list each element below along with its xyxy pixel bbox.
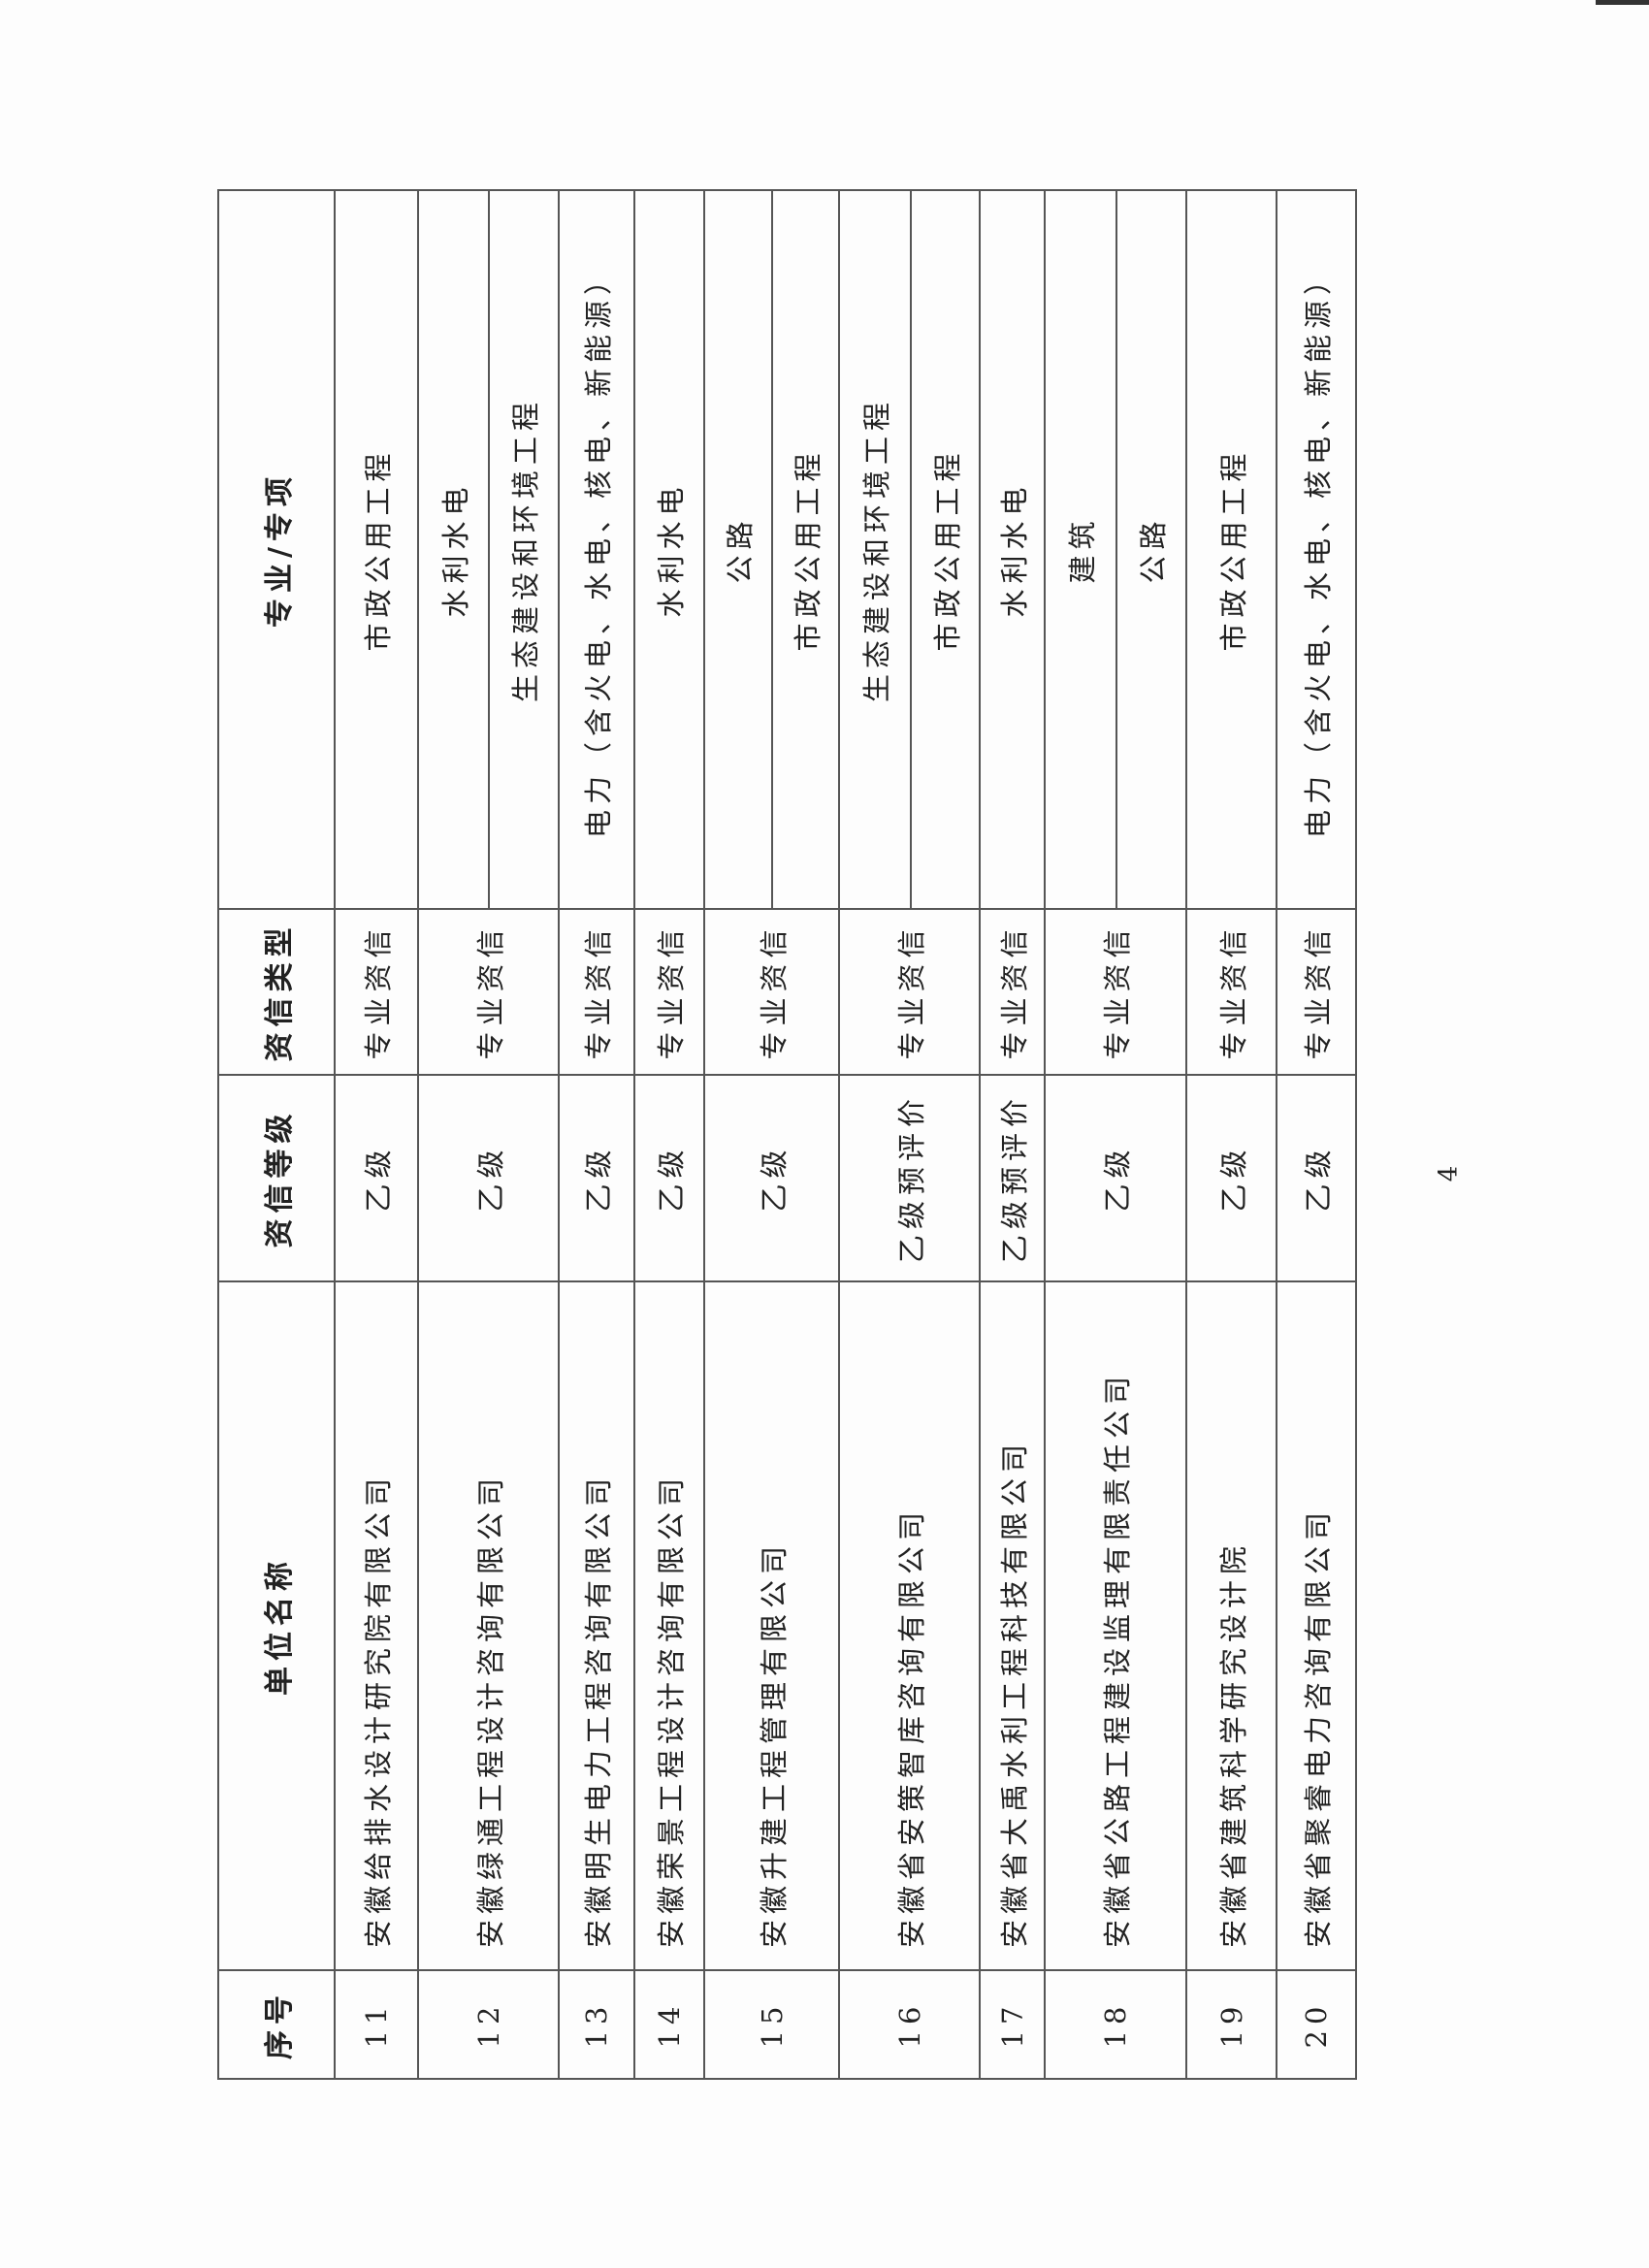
- table-row: 11 安徽给排水设计研究院有限公司 乙级 专业资信 市政公用工程: [335, 190, 418, 2079]
- qualification-table-container: 序号 单位名称 资信等级 资信类型 专业/专项 11 安徽给排水设计研究院有限公司…: [217, 189, 1357, 2080]
- header-specialty: 专业/专项: [218, 190, 335, 909]
- cell-name: 安徽省聚睿电力咨询有限公司: [1277, 1281, 1356, 1970]
- table-row: 13 安徽明生电力工程咨询有限公司 乙级 专业资信 电力（含火电、水电、核电、新能源）: [559, 190, 634, 2079]
- cell-no: 15: [704, 1970, 839, 2079]
- header-name: 单位名称: [218, 1281, 335, 1970]
- cell-specialty: 电力（含火电、水电、核电、新能源）: [1277, 190, 1356, 909]
- cell-type: 专业资信: [418, 909, 559, 1075]
- cell-specialty: 水利水电: [980, 190, 1045, 909]
- cell-type: 专业资信: [1277, 909, 1356, 1075]
- cell-grade: 乙级: [559, 1075, 634, 1281]
- cell-type: 专业资信: [704, 909, 839, 1075]
- cell-name: 安徽省大禹水利工程科技有限公司: [980, 1281, 1045, 1970]
- cell-name: 安徽升建工程管理有限公司: [704, 1281, 839, 1970]
- table-row: 15 安徽升建工程管理有限公司 乙级 专业资信 公路: [704, 190, 839, 2079]
- cell-grade: 乙级: [1186, 1075, 1277, 1281]
- table-row: 20 安徽省聚睿电力咨询有限公司 乙级 专业资信 电力（含火电、水电、核电、新能源）: [1277, 190, 1356, 2079]
- header-row: 序号 单位名称 资信等级 资信类型 专业/专项: [218, 190, 335, 2079]
- cell-name: 安徽省公路工程建设监理有限责任公司: [1045, 1281, 1186, 1970]
- cell-specialty: 水利水电: [418, 190, 489, 909]
- table-row: 12 安徽绿通工程设计咨询有限公司 乙级 专业资信 水利水电: [418, 190, 559, 2079]
- cell-name: 安徽明生电力工程咨询有限公司: [559, 1281, 634, 1970]
- cell-specialty: 市政公用工程: [1186, 190, 1277, 909]
- cell-specialty: 水利水电: [634, 190, 704, 909]
- cell-grade: 乙级: [418, 1075, 559, 1281]
- table-row: 18 安徽省公路工程建设监理有限责任公司 乙级 专业资信 建筑: [1045, 190, 1186, 2079]
- header-grade: 资信等级: [218, 1075, 335, 1281]
- cell-no: 14: [634, 1970, 704, 2079]
- cell-specialty: 市政公用工程: [772, 190, 839, 909]
- cell-no: 18: [1045, 1970, 1186, 2079]
- header-type: 资信类型: [218, 909, 335, 1075]
- cell-no: 16: [839, 1970, 980, 2079]
- cell-specialty: 电力（含火电、水电、核电、新能源）: [559, 190, 634, 909]
- cell-grade: 乙级预评价: [839, 1075, 980, 1281]
- cell-specialty: 公路: [1116, 190, 1186, 909]
- cell-grade: 乙级预评价: [980, 1075, 1045, 1281]
- cell-no: 12: [418, 1970, 559, 2079]
- table-row: 19 安徽省建筑科学研究设计院 乙级 专业资信 市政公用工程: [1186, 190, 1277, 2079]
- cell-grade: 乙级: [1045, 1075, 1186, 1281]
- cell-name: 安徽荣景工程设计咨询有限公司: [634, 1281, 704, 1970]
- cell-specialty: 市政公用工程: [911, 190, 980, 909]
- cell-grade: 乙级: [704, 1075, 839, 1281]
- cell-type: 专业资信: [335, 909, 418, 1075]
- header-no: 序号: [218, 1970, 335, 2079]
- cell-name: 安徽省建筑科学研究设计院: [1186, 1281, 1277, 1970]
- cell-grade: 乙级: [1277, 1075, 1356, 1281]
- cell-no: 17: [980, 1970, 1045, 2079]
- cell-name: 安徽绿通工程设计咨询有限公司: [418, 1281, 559, 1970]
- table-row: 16 安徽省安策智库咨询有限公司 乙级预评价 专业资信 生态建设和环境工程: [839, 190, 980, 2079]
- cell-no: 11: [335, 1970, 418, 2079]
- cell-no: 20: [1277, 1970, 1356, 2079]
- table-row: 17 安徽省大禹水利工程科技有限公司 乙级预评价 专业资信 水利水电: [980, 190, 1045, 2079]
- cell-specialty: 生态建设和环境工程: [489, 190, 559, 909]
- cell-type: 专业资信: [1186, 909, 1277, 1075]
- cell-type: 专业资信: [1045, 909, 1186, 1075]
- cell-type: 专业资信: [980, 909, 1045, 1075]
- table-row: 14 安徽荣景工程设计咨询有限公司 乙级 专业资信 水利水电: [634, 190, 704, 2079]
- cell-no: 19: [1186, 1970, 1277, 2079]
- cell-specialty: 建筑: [1045, 190, 1116, 909]
- cell-specialty: 生态建设和环境工程: [839, 190, 911, 909]
- cell-grade: 乙级: [634, 1075, 704, 1281]
- cell-name: 安徽省安策智库咨询有限公司: [839, 1281, 980, 1970]
- cell-no: 13: [559, 1970, 634, 2079]
- page-number: 4: [1434, 1165, 1464, 1183]
- cell-specialty: 公路: [704, 190, 772, 909]
- cell-specialty: 市政公用工程: [335, 190, 418, 909]
- cell-name: 安徽给排水设计研究院有限公司: [335, 1281, 418, 1970]
- qualification-table: 序号 单位名称 资信等级 资信类型 专业/专项 11 安徽给排水设计研究院有限公司…: [217, 189, 1357, 2080]
- cell-type: 专业资信: [559, 909, 634, 1075]
- cell-type: 专业资信: [839, 909, 980, 1075]
- scan-mark: [1596, 0, 1649, 5]
- cell-grade: 乙级: [335, 1075, 418, 1281]
- cell-type: 专业资信: [634, 909, 704, 1075]
